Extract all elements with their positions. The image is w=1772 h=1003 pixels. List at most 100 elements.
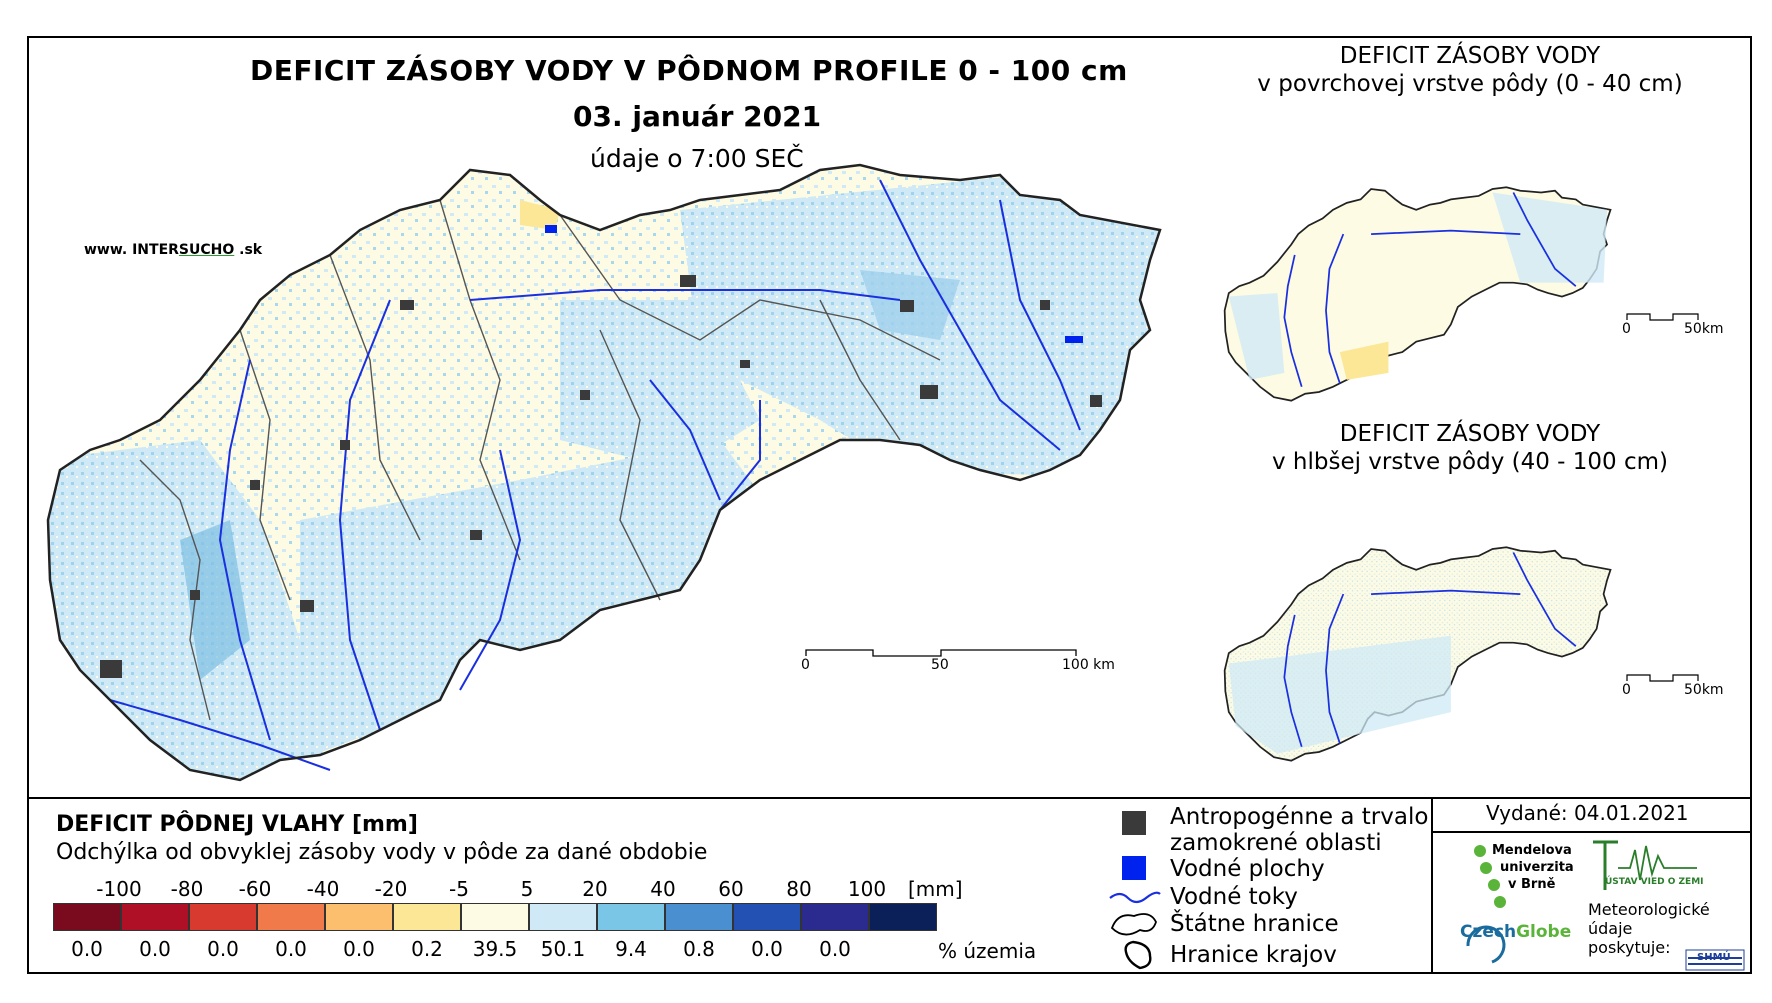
- mendel-dot-3: [1488, 879, 1500, 891]
- shmu-logo-text: SHMÚ: [1697, 952, 1731, 963]
- rivers-label: Vodné toky: [1170, 884, 1298, 910]
- inset-deep-title: DEFICIT ZÁSOBY VODY v hlbšej vrstve pôdy…: [1240, 420, 1700, 476]
- uvz-logo-mark: [1593, 840, 1618, 890]
- legend-percentage: 0.0: [71, 937, 103, 961]
- brand-prefix: www. INTER: [84, 242, 179, 258]
- inset-surface-title: DEFICIT ZÁSOBY VODY v povrchovej vrstve …: [1240, 42, 1700, 98]
- main-scale-bar: [805, 649, 1077, 657]
- czechglobe-text-a: Czech: [1460, 922, 1517, 942]
- legend-percentage: 39.5: [472, 937, 518, 961]
- inset-deep-scale-bar: [1626, 674, 1699, 682]
- mendel-line-2: univerzita: [1500, 860, 1574, 875]
- logo-column-border: [1431, 833, 1433, 974]
- inset-deep-scale-0: 0: [1622, 682, 1631, 698]
- legend-swatch: [257, 903, 325, 931]
- legend-swatch: [733, 903, 801, 931]
- inset-surface-scale-50: 50km: [1684, 321, 1724, 337]
- legend-percentage: 9.4: [615, 937, 647, 961]
- legend-tick: 60: [718, 877, 744, 901]
- legend-swatch: [121, 903, 189, 931]
- brand-suffix: .sk: [234, 242, 263, 258]
- legend-percentage: 0.0: [819, 937, 851, 961]
- czechglobe-logo: CzechGlobe: [1460, 922, 1571, 942]
- map-date: 03. január 2021: [573, 100, 822, 133]
- legend-percentage: 0.0: [207, 937, 239, 961]
- main-map: [46, 163, 1162, 782]
- legend-swatch: [393, 903, 461, 931]
- brand-highlight: SUCHO: [178, 242, 235, 258]
- legend-swatch: [189, 903, 257, 931]
- map-frame: [27, 36, 1752, 974]
- inset-deep-title-line1: DEFICIT ZÁSOBY VODY: [1339, 421, 1601, 447]
- czechglobe-text-b: Globe: [1516, 922, 1572, 942]
- mendel-dot-2: [1480, 862, 1492, 874]
- legend-tick: 80: [786, 877, 812, 901]
- legend-swatch: [597, 903, 665, 931]
- legend-tick: -80: [170, 877, 204, 901]
- legend-swatch: [325, 903, 393, 931]
- legend-swatch: [53, 903, 121, 931]
- legend-divider: [27, 797, 1752, 799]
- legend-swatch: [529, 903, 597, 931]
- issued-date: Vydané: 04.01.2021: [1486, 801, 1689, 825]
- anthropogenic-label-1: Antropogénne a trvalo: [1170, 804, 1429, 830]
- issued-box: [1431, 797, 1752, 833]
- water-body-swatch: [1122, 856, 1146, 880]
- legend-tick: 5: [520, 877, 534, 901]
- mendel-line-3: v Brně: [1508, 877, 1556, 892]
- inset-surface-scale-bar: [1626, 313, 1699, 321]
- state-border-symbol: [1110, 913, 1157, 936]
- czechglobe-logo-arc: [1466, 925, 1506, 964]
- legend-tick: -5: [449, 877, 469, 901]
- mendel-line-1: Mendelova: [1492, 843, 1572, 858]
- legend-percentage: 0.0: [751, 937, 783, 961]
- main-scale-0: 0: [801, 657, 810, 673]
- inset-deep-title-line2: v hlbšej vrstve pôdy (40 - 100 cm): [1271, 449, 1669, 475]
- legend-tick: 100: [847, 877, 887, 901]
- legend-tick: -40: [306, 877, 340, 901]
- mendel-dot-1: [1474, 845, 1486, 857]
- inset-surface-map: [1223, 186, 1612, 402]
- legend-subtitle: Odchýlka od obvyklej zásoby vody v pôde …: [56, 840, 708, 865]
- legend-tick: 20: [582, 877, 608, 901]
- intersucho-brand: www. INTERSUCHO .sk: [84, 242, 262, 258]
- inset-deep-map: [1223, 546, 1612, 762]
- inset-deep-scale-50: 50km: [1684, 682, 1724, 698]
- meteo-line-2: údaje: [1588, 919, 1633, 938]
- mendel-dot-4: [1494, 896, 1506, 908]
- legend-tick: -60: [238, 877, 272, 901]
- legend-percentage: 0.0: [275, 937, 307, 961]
- inset-surface-title-line1: DEFICIT ZÁSOBY VODY: [1339, 43, 1601, 69]
- meteo-credit: Meteorologické údaje poskytuje:: [1588, 900, 1710, 957]
- legend-swatch: [801, 903, 869, 931]
- legend-title: DEFICIT PÔDNEJ VLAHY [mm]: [56, 812, 418, 837]
- anthropogenic-label-2: zamokrené oblasti: [1170, 830, 1382, 856]
- state-border-label: Štátne hranice: [1170, 911, 1339, 937]
- main-scale-50: 50: [931, 657, 949, 673]
- region-border-label: Hranice krajov: [1170, 942, 1337, 968]
- inset-surface-title-line2: v povrchovej vrstve pôdy (0 - 40 cm): [1257, 71, 1683, 97]
- anthropogenic-swatch: [1122, 811, 1146, 835]
- legend-tick: -20: [374, 877, 408, 901]
- legend-swatch: [869, 903, 937, 931]
- map-time-note: údaje o 7:00 SEČ: [590, 144, 804, 173]
- uvz-logo-seismogram: [1618, 845, 1697, 881]
- main-scale-100: 100 km: [1062, 657, 1115, 673]
- legend-percentage: 0.8: [683, 937, 715, 961]
- legend-percentage: 0.2: [411, 937, 443, 961]
- inset-surface-scale-0: 0: [1622, 321, 1631, 337]
- river-symbol: [1109, 891, 1161, 904]
- meteo-line-3: poskytuje:: [1588, 938, 1671, 957]
- legend-percent-label: % územia: [938, 939, 1037, 963]
- legend-percentage: 0.0: [139, 937, 171, 961]
- map-title: DEFICIT ZÁSOBY VODY V PÔDNOM PROFILE 0 -…: [250, 54, 1128, 87]
- legend-percentage: 0.0: [343, 937, 375, 961]
- meteo-line-1: Meteorologické: [1588, 900, 1710, 919]
- legend-percentage: 50.1: [540, 937, 586, 961]
- legend-swatch: [665, 903, 733, 931]
- region-border-symbol: [1124, 940, 1152, 970]
- shmu-logo-lines: [1688, 957, 1742, 965]
- legend-tick: 40: [650, 877, 676, 901]
- water-bodies-label: Vodné plochy: [1170, 856, 1325, 882]
